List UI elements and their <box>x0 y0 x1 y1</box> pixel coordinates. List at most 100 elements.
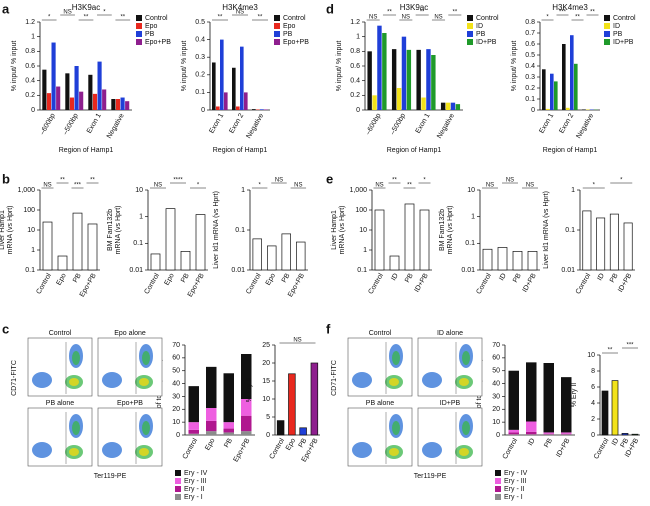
bar <box>65 73 70 110</box>
bar <box>87 223 98 271</box>
bar-segment <box>188 422 199 430</box>
bar-segment <box>223 422 234 429</box>
significance-label: * <box>103 10 106 16</box>
flow-plot <box>27 407 93 467</box>
y-tick-label: 0.5 <box>195 19 205 26</box>
y-tick-label: 40 <box>492 380 500 387</box>
bar-segment <box>241 415 252 432</box>
significance-label: NS <box>526 183 534 189</box>
flow-density <box>72 421 80 435</box>
bar <box>296 241 306 271</box>
x-tick-label: –500bp <box>389 112 407 136</box>
bar <box>416 49 421 110</box>
significance-label: NS <box>236 10 244 16</box>
significance-label: ** <box>608 348 613 354</box>
flow-title: Control <box>49 330 72 337</box>
x-tick-label: Exon 1 <box>208 112 225 134</box>
bar <box>596 217 606 271</box>
y-axis-label: mRNA (vs Hprt) <box>115 206 122 255</box>
bar-segment <box>241 431 252 435</box>
flow-density <box>422 372 442 388</box>
y-tick-label: 50 <box>492 368 500 375</box>
bar <box>252 238 262 271</box>
significance-label: NS <box>486 183 494 189</box>
bar <box>56 86 61 110</box>
significance-label: * <box>620 178 623 184</box>
bar <box>582 109 586 110</box>
significance-label: * <box>258 183 261 189</box>
legend-label: Ery - III <box>504 478 527 485</box>
bar-segment <box>526 434 537 435</box>
y-tick-label: 0 <box>176 432 180 439</box>
bar-segment <box>526 362 537 422</box>
x-tick-label: Exon 2 <box>558 112 575 134</box>
bar-segment <box>188 429 199 434</box>
y-tick-label: 0.4 <box>350 78 360 85</box>
bar <box>431 55 436 110</box>
legend-swatch <box>136 15 142 21</box>
y-tick-label: 0.2 <box>350 92 360 99</box>
x-tick-label: Epo <box>164 272 176 286</box>
bar <box>562 44 566 110</box>
flow-y-label: CD71-FITC <box>11 360 18 396</box>
bar <box>623 222 633 271</box>
legend-swatch <box>274 23 280 29</box>
y-axis-label: mRNA (vs Hprt) <box>447 206 454 255</box>
panel-label: f <box>326 321 331 336</box>
bar <box>74 66 79 110</box>
flow-title: ID alone <box>437 330 463 337</box>
x-tick-label: Negative <box>106 112 126 140</box>
significance-label: NS <box>375 183 383 189</box>
bar <box>611 380 619 436</box>
chart-title: H3K4me3 <box>552 3 588 12</box>
x-tick-label: PB <box>223 437 234 449</box>
significance-label: *** <box>74 183 82 189</box>
x-tick-label: Control <box>245 272 263 295</box>
x-tick-label: PB <box>298 437 309 449</box>
bar <box>264 109 268 110</box>
legend-swatch <box>175 470 181 476</box>
significance-label: NS <box>506 178 514 184</box>
y-tick-label: 0.1 <box>25 267 35 274</box>
panel-label: b <box>2 171 10 186</box>
panel-label: d <box>326 1 334 16</box>
x-tick-label: ID <box>596 272 606 282</box>
y-tick-label: 6 <box>591 384 595 391</box>
x-tick-label: –500bp <box>62 112 80 136</box>
bar <box>180 251 191 271</box>
bar <box>374 209 385 271</box>
significance-label: ** <box>387 10 392 16</box>
flow-y-label: CD71-FITC <box>331 360 338 396</box>
bar <box>236 106 240 110</box>
bar-segment <box>223 432 234 435</box>
significance-label: *** <box>626 343 634 349</box>
x-tick-label: Negative <box>436 112 456 140</box>
y-tick-label: 0.1 <box>565 227 575 234</box>
flow-title: PB alone <box>46 400 75 407</box>
legend-swatch <box>467 31 473 37</box>
bar <box>440 102 446 110</box>
bar <box>42 69 47 110</box>
bar <box>260 109 264 110</box>
x-tick-label: ID+PB <box>414 272 430 293</box>
significance-label: ** <box>452 10 457 16</box>
x-tick-label: Control <box>593 437 611 460</box>
bar <box>631 433 639 436</box>
significance-label: ** <box>258 15 263 21</box>
y-tick-label: 0.3 <box>195 54 205 61</box>
significance-label: ** <box>407 183 412 189</box>
bar <box>310 362 319 436</box>
bar <box>497 247 508 271</box>
x-tick-label: ID <box>527 437 537 447</box>
bar <box>582 210 592 271</box>
significance-label: NS <box>275 178 283 184</box>
y-tick-label: 8 <box>591 368 595 375</box>
significance-label: ** <box>590 10 595 16</box>
significance-label: NS <box>154 183 162 189</box>
bar <box>419 209 430 271</box>
legend-label: PB <box>613 31 623 38</box>
y-tick-label: 1 <box>356 34 360 41</box>
y-tick-label: 10 <box>467 187 475 194</box>
bar-segment <box>508 432 519 435</box>
